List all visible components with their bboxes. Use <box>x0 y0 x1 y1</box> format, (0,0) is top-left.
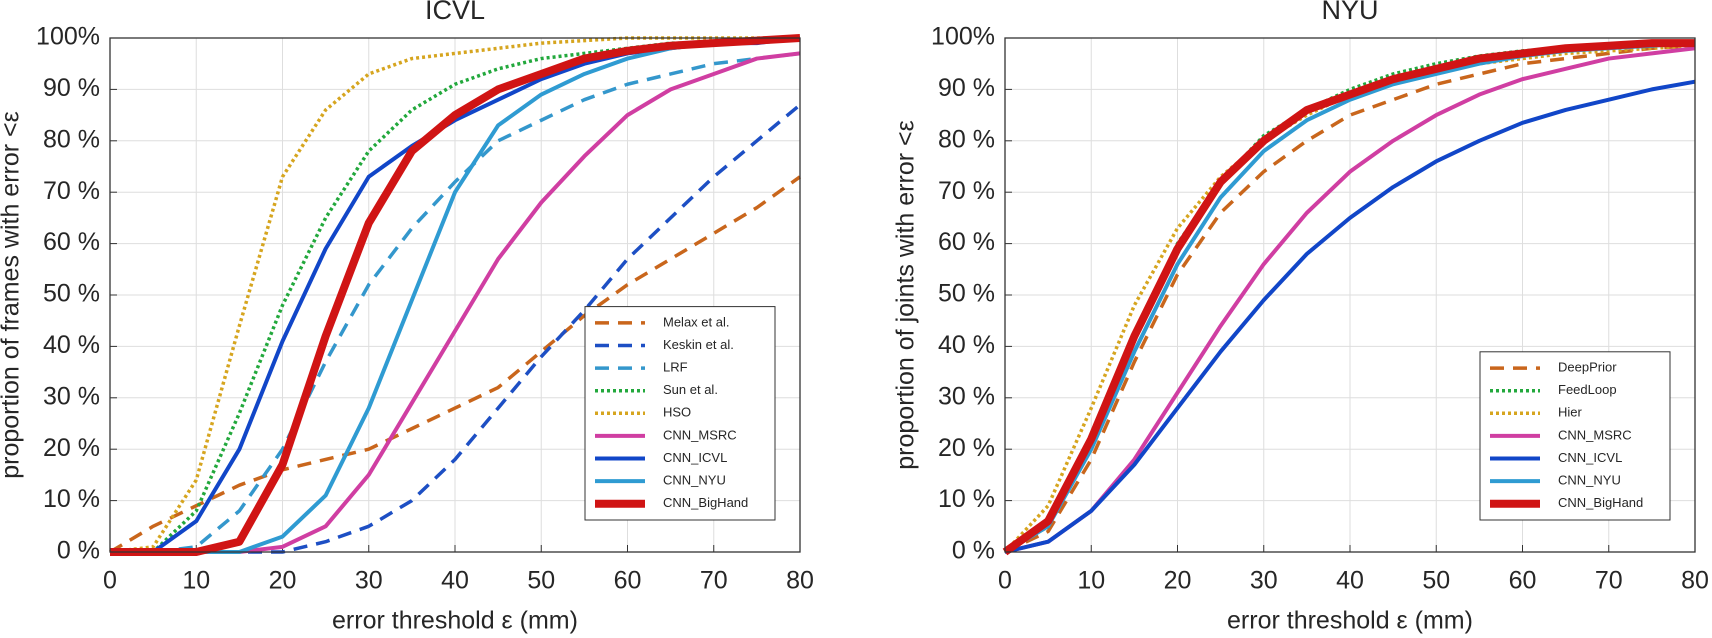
y-tick-label: 20 % <box>938 434 995 462</box>
data-line <box>110 34 801 556</box>
legend-label: LRF <box>663 360 688 375</box>
x-tick-label: 60 <box>1509 567 1537 595</box>
x-axis-label: error threshold ε (mm) <box>1227 607 1473 635</box>
y-tick-label: 10 % <box>43 485 100 513</box>
y-tick-label: 50 % <box>938 280 995 308</box>
y-tick-label: 40 % <box>938 331 995 359</box>
x-tick-label: 20 <box>269 567 297 595</box>
y-tick-label: 70 % <box>43 177 100 205</box>
x-tick-label: 10 <box>182 567 210 595</box>
chart-title: ICVL <box>425 0 485 25</box>
legend-label: CNN_NYU <box>1558 473 1621 488</box>
x-tick-label: 80 <box>1681 567 1709 595</box>
x-tick-label: 0 <box>103 567 117 595</box>
x-tick-label: 70 <box>1595 567 1623 595</box>
legend-label: Hier <box>1558 405 1583 420</box>
x-tick-label: 40 <box>1336 567 1364 595</box>
x-tick-label: 50 <box>527 567 555 595</box>
y-tick-label: 90 % <box>938 74 995 102</box>
y-axis-label: proportion of joints with error <ε <box>892 120 920 470</box>
legend-label: CNN_NYU <box>663 473 726 488</box>
axes-box <box>109 37 801 553</box>
legend-box <box>584 306 776 521</box>
legend-label: CNN_BigHand <box>663 495 748 510</box>
y-tick-label: 40 % <box>43 331 100 359</box>
x-tick-label: 40 <box>441 567 469 595</box>
legend-label: CNN_ICVL <box>663 450 727 465</box>
legend-label: HSO <box>663 405 691 420</box>
data-line <box>110 51 801 554</box>
data-line <box>109 36 800 554</box>
y-tick-label: 30 % <box>938 382 995 410</box>
y-tick-label: 0 % <box>57 537 100 565</box>
data-line <box>1004 43 1696 554</box>
legend-label: CNN_ICVL <box>1558 450 1622 465</box>
y-axis-label: proportion of frames with error <ε <box>0 111 25 479</box>
y-tick-label: 100% <box>931 23 995 51</box>
x-tick-label: 30 <box>355 567 383 595</box>
legend-label: Sun et al. <box>663 382 718 397</box>
legend-label: Melax et al. <box>663 314 729 329</box>
y-tick-label: 10 % <box>938 485 995 513</box>
x-tick-label: 30 <box>1250 567 1278 595</box>
y-tick-label: 80 % <box>43 125 100 153</box>
x-axis-label: error threshold ε (mm) <box>332 607 578 635</box>
x-tick-label: 0 <box>998 567 1012 595</box>
x-tick-label: 10 <box>1077 567 1105 595</box>
axes-box <box>1004 37 1696 553</box>
y-tick-label: 90 % <box>43 74 100 102</box>
chart-title: NYU <box>1321 0 1378 25</box>
y-tick-label: 50 % <box>43 280 100 308</box>
x-tick-label: 70 <box>700 567 728 595</box>
data-line <box>1004 46 1696 554</box>
x-tick-label: 50 <box>1422 567 1450 595</box>
y-tick-label: 60 % <box>43 228 100 256</box>
data-line <box>1004 79 1696 554</box>
legend-label: CNN_MSRC <box>1558 427 1632 442</box>
y-tick-label: 80 % <box>938 125 995 153</box>
legend-label: FeedLoop <box>1558 382 1617 397</box>
x-tick-label: 20 <box>1164 567 1192 595</box>
data-line <box>1002 39 1695 556</box>
data-line <box>109 175 802 554</box>
y-tick-label: 30 % <box>43 382 100 410</box>
y-tick-label: 70 % <box>938 177 995 205</box>
y-tick-label: 0 % <box>952 537 995 565</box>
x-tick-label: 60 <box>614 567 642 595</box>
y-tick-label: 100% <box>36 23 100 51</box>
legend-label: CNN_BigHand <box>1558 495 1643 510</box>
legend-label: CNN_MSRC <box>663 427 737 442</box>
legend-label: DeepPrior <box>1558 360 1617 375</box>
x-tick-label: 80 <box>786 567 814 595</box>
legend-label: Keskin et al. <box>663 337 734 352</box>
y-tick-label: 60 % <box>938 228 995 256</box>
y-tick-label: 20 % <box>43 434 100 462</box>
